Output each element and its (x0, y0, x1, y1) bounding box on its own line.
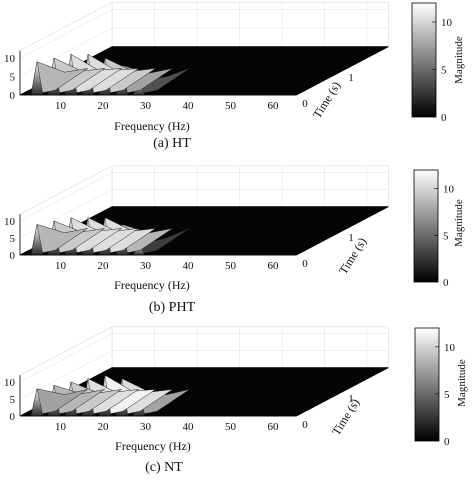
y-axis-line (296, 46, 389, 96)
y-tick-label: 1 (348, 393, 354, 405)
z-tick-label: 10 (4, 377, 16, 389)
wall-gridline (19, 172, 113, 222)
x-tick-label: 40 (183, 100, 195, 112)
x-axis-label: Frequency (Hz) (114, 119, 190, 133)
z-tick-label: 5 (10, 394, 16, 406)
y-tick-label: 1 (348, 232, 354, 244)
wall-gridline (19, 189, 113, 239)
z-tick-label: 10 (4, 53, 16, 65)
panel-caption: (a) HT (153, 136, 191, 151)
back-wall (111, 1, 389, 47)
panel-nt: (c) NT Frequency (Hz) Time (s) Magnitude… (4, 326, 468, 475)
x-tick-label: 60 (268, 100, 280, 112)
x-tick-label: 30 (140, 421, 152, 433)
x-tick-label: 60 (268, 421, 280, 433)
wall-gridline (19, 350, 113, 400)
colorbar-tick-label: 5 (441, 65, 447, 77)
x-tick-label: 50 (225, 100, 237, 112)
x-tick-label: 40 (183, 421, 195, 433)
y-axis-line (296, 367, 389, 417)
colorbar (413, 169, 439, 283)
colorbar-tick-label: 5 (443, 230, 449, 242)
colorbar (411, 2, 437, 118)
back-wall (111, 326, 389, 368)
colorbar-tick-label: 10 (444, 342, 456, 354)
x-tick-label: 30 (140, 260, 152, 272)
panel-ht: (a) HT Frequency (Hz) Time (s) Magnitude… (4, 1, 465, 151)
z-tick-label: 0 (10, 90, 16, 102)
x-tick-label: 40 (183, 260, 195, 272)
wall-gridline (19, 27, 113, 77)
y-tick-label: 0 (302, 258, 308, 270)
back-wall (111, 165, 389, 207)
x-tick-label: 50 (225, 260, 237, 272)
y-axis-label: Time (s) (329, 396, 362, 438)
colorbar-label: Magnitude (453, 36, 465, 84)
colorbar-tick-label: 10 (441, 17, 453, 29)
z-tick-label: 0 (10, 411, 16, 423)
y-tick-label: 1 (348, 72, 354, 84)
wall-gridline (19, 333, 113, 383)
x-tick-label: 10 (55, 260, 67, 272)
x-tick-label: 20 (98, 100, 110, 112)
colorbar-label: Magnitude (453, 199, 465, 247)
x-tick-label: 10 (55, 100, 67, 112)
z-tick-label: 10 (4, 216, 16, 228)
x-tick-label: 20 (98, 260, 110, 272)
x-tick-label: 50 (225, 421, 237, 433)
wall-gridline (19, 9, 113, 59)
y-tick-label: 0 (302, 98, 308, 110)
colorbar-tick-label: 10 (443, 184, 455, 196)
y-axis-line (296, 206, 389, 256)
z-tick-label: 0 (10, 250, 16, 262)
x-tick-label: 20 (98, 421, 110, 433)
z-tick-label: 5 (10, 72, 16, 84)
colorbar-tick-label: 0 (441, 112, 447, 124)
panel-pht: (b) PHT Frequency (Hz) Time (s) Magnitud… (4, 165, 465, 315)
x-axis-label: Frequency (Hz) (114, 278, 190, 292)
panel-caption: (b) PHT (149, 300, 196, 315)
colorbar-label: Magnitude (456, 359, 468, 407)
colorbar-tick-label: 5 (444, 389, 450, 401)
colorbar-tick-label: 0 (444, 436, 450, 448)
y-tick-label: 0 (302, 419, 308, 431)
x-tick-label: 10 (55, 421, 67, 433)
z-tick-label: 5 (10, 233, 16, 245)
panel-caption: (c) NT (145, 460, 183, 475)
colorbar (414, 327, 440, 442)
x-tick-label: 30 (140, 100, 152, 112)
x-tick-label: 60 (268, 260, 280, 272)
x-axis-label: Frequency (Hz) (115, 439, 191, 453)
colorbar-tick-label: 0 (443, 277, 449, 289)
